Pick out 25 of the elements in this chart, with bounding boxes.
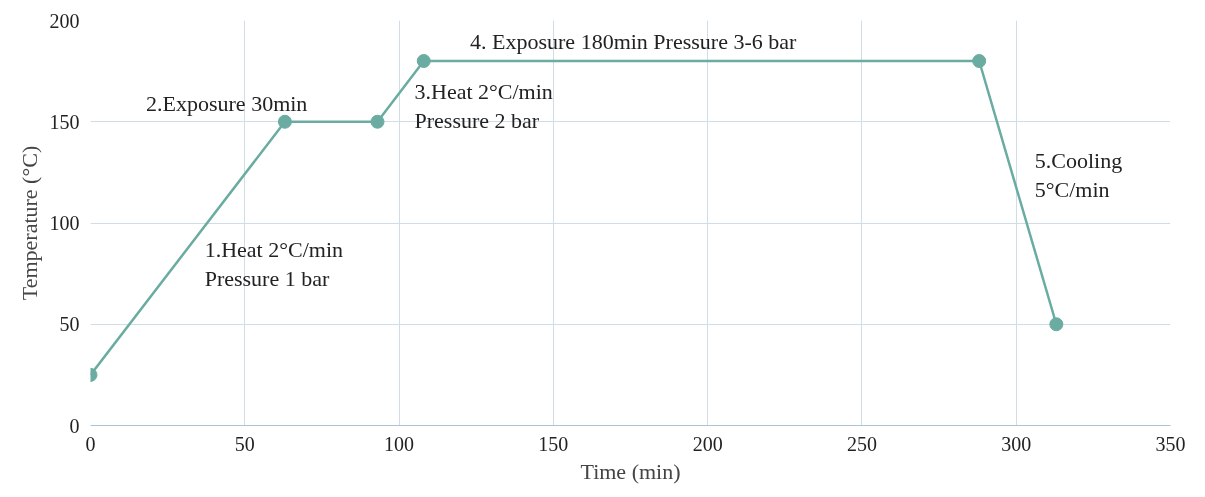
point	[416, 54, 431, 68]
point	[972, 54, 987, 68]
x-tick-label: 200	[692, 432, 723, 455]
annotation: 2.Exposure 30min	[146, 91, 308, 117]
x-tick-label: 50	[234, 432, 255, 455]
point	[1049, 317, 1064, 332]
x-tick-label: 350	[1155, 432, 1186, 455]
x-tick-label: 150	[538, 432, 569, 455]
annotation: 4. Exposure 180min Pressure 3-6 bar	[470, 28, 797, 54]
point	[370, 114, 385, 129]
annotation: 3.Heat 2°C/min Pressure 2 bar	[414, 79, 553, 133]
y-axis-title: Temperature (°C)	[16, 145, 42, 301]
x-tick-label: 250	[846, 432, 877, 455]
y-tick-label: 200	[49, 9, 80, 32]
y-tick-label: 50	[59, 313, 80, 336]
y-tick-label: 0	[69, 414, 80, 437]
x-axis-title: Time (min)	[580, 458, 681, 484]
point	[277, 114, 292, 129]
y-tick-label: 100	[49, 212, 80, 234]
x-tick-label: 100	[384, 432, 415, 455]
annotation: 1.Heat 2°C/min Pressure 1 bar	[204, 237, 344, 291]
annotation: 5.Cooling 5°C/min	[1034, 148, 1123, 202]
x-tick-label: 0	[85, 432, 96, 455]
x-tick-label: 300	[1001, 432, 1032, 455]
y-tick-label: 150	[49, 110, 80, 133]
